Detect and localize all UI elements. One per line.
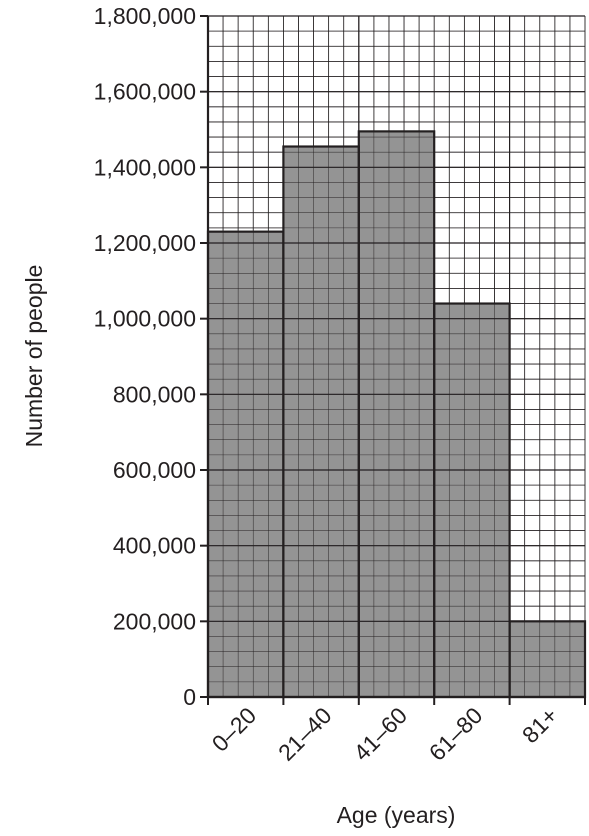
bar-0: [208, 231, 284, 697]
y-tick-label: 1,400,000: [94, 154, 196, 180]
y-tick-label: 400,000: [113, 533, 196, 559]
y-tick-label: 1,200,000: [94, 230, 196, 256]
bar-1: [283, 146, 359, 697]
y-axis-title: Number of people: [21, 265, 47, 448]
y-tick-labels: 0 200,000 400,000 600,000 800,000 1,000,000 1,…: [94, 3, 196, 710]
y-tick-label: 1,800,000: [94, 3, 196, 29]
x-tick-labels: 0–20 21–40 41–60 61–80 81+: [207, 702, 563, 766]
x-tick-label: 21–40: [273, 702, 337, 766]
x-tick-label: 81+: [517, 702, 563, 748]
major-grid: [206, 15, 587, 699]
y-tick-label: 600,000: [113, 457, 196, 483]
bars: [208, 131, 585, 697]
y-tick-label: 200,000: [113, 608, 196, 634]
x-tick-label: 0–20: [207, 702, 262, 757]
bar-2: [358, 131, 435, 697]
y-tick-label: 800,000: [113, 381, 196, 407]
axes: [200, 15, 586, 705]
bar-4: [509, 621, 585, 697]
x-tick-label: 61–80: [424, 702, 488, 766]
x-axis-title: Age (years): [337, 802, 456, 828]
x-tick-label: 41–60: [348, 702, 412, 766]
y-tick-label: 1,600,000: [94, 79, 196, 105]
y-tick-label: 0: [183, 684, 196, 710]
y-tick-label: 1,000,000: [94, 306, 196, 332]
